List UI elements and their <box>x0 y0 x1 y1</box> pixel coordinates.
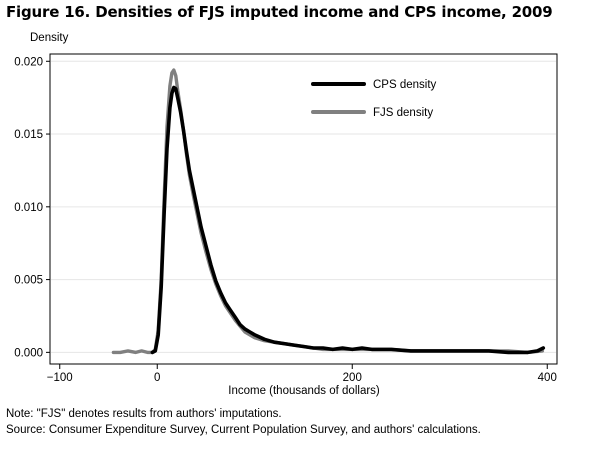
x-axis: −100 0 200 400 <box>47 364 557 384</box>
chart-title: Figure 16. Densities of FJS imputed inco… <box>6 3 553 21</box>
x-tick-label: 400 <box>538 372 557 384</box>
x-tick-label: −100 <box>47 372 73 384</box>
y-tick-label: 0.010 <box>14 202 43 214</box>
y-axis-title: Density <box>30 32 69 44</box>
gridlines <box>51 60 556 353</box>
y-tick-label: 0.005 <box>14 275 43 287</box>
x-tick-label: 0 <box>154 372 160 384</box>
y-tick-label: 0.000 <box>14 347 43 359</box>
x-tick-label: 200 <box>343 372 362 384</box>
source-text: Source: Consumer Expenditure Survey, Cur… <box>6 424 481 436</box>
series-line-cps-density <box>150 85 546 355</box>
series-lines <box>111 68 546 355</box>
legend: CPS density FJS density <box>311 79 437 119</box>
figure-notes: Note: "FJS" denotes results from authors… <box>6 406 481 438</box>
legend-label-cps-density: CPS density <box>373 79 437 91</box>
legend-label-fjs-density: FJS density <box>373 107 433 119</box>
note-text: Note: "FJS" denotes results from authors… <box>6 408 282 420</box>
y-axis: 0.000 0.005 0.010 0.015 0.020 <box>14 56 50 359</box>
y-tick-label: 0.015 <box>14 129 43 141</box>
y-tick-label: 0.020 <box>14 56 43 68</box>
plot-frame <box>49 53 558 365</box>
x-axis-title: Income (thousands of dollars) <box>228 385 380 397</box>
